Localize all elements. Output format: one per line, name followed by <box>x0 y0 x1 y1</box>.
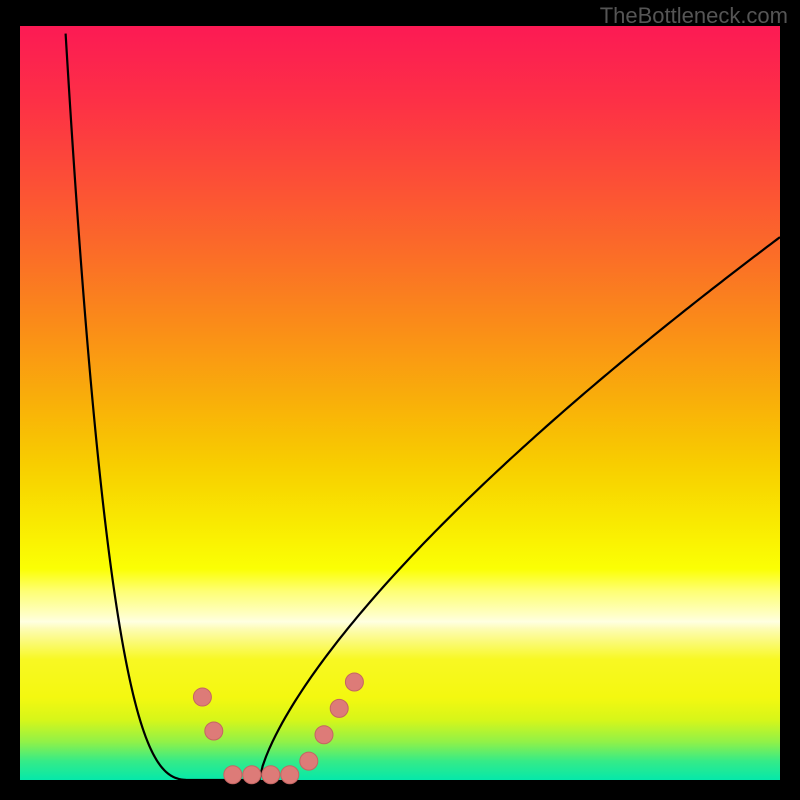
data-point <box>345 673 363 691</box>
data-point <box>330 699 348 717</box>
data-point <box>193 688 211 706</box>
data-point <box>224 766 242 784</box>
data-point <box>262 766 280 784</box>
data-point <box>281 766 299 784</box>
data-point <box>300 752 318 770</box>
chart-container: TheBottleneck.com <box>0 0 800 800</box>
chart-svg <box>0 0 800 800</box>
plot-background <box>20 26 780 780</box>
watermark-text: TheBottleneck.com <box>600 3 788 29</box>
data-point <box>205 722 223 740</box>
data-point <box>243 766 261 784</box>
data-point <box>315 726 333 744</box>
